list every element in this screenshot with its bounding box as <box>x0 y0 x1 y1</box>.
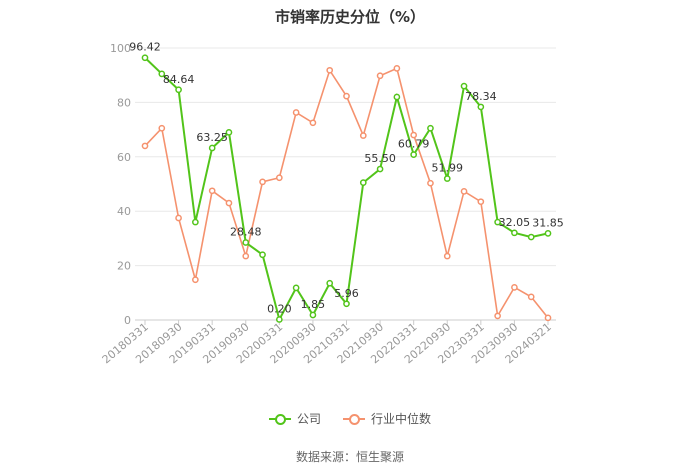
industry-median-point <box>326 66 334 74</box>
industry-median-point <box>410 131 418 139</box>
industry-median-point <box>376 72 384 80</box>
company-point <box>292 284 300 292</box>
legend-item-industry-median[interactable]: 行业中位数 <box>343 410 431 427</box>
company-point <box>158 70 166 78</box>
industry-median-point <box>225 199 233 207</box>
company-point <box>410 151 418 159</box>
industry-median-point <box>477 198 485 206</box>
industry-median-point <box>175 214 182 222</box>
data-label: 63.25 <box>196 131 228 144</box>
data-label: 78.34 <box>465 90 497 103</box>
company-point <box>225 128 233 136</box>
y-tick-label: 80 <box>117 96 131 109</box>
industry-median-point <box>460 187 468 195</box>
company-point <box>393 93 401 101</box>
company-point <box>141 54 149 62</box>
industry-median-point <box>527 293 535 301</box>
industry-median-point <box>494 312 501 320</box>
industry-median-point <box>427 179 434 187</box>
industry-median-point <box>393 65 401 72</box>
legend-company-label: 公司 <box>296 412 321 426</box>
company-point <box>511 229 518 237</box>
company-point <box>326 279 334 287</box>
company-point <box>208 144 216 152</box>
data-label: 31.85 <box>532 216 564 229</box>
industry-median-point <box>292 109 300 116</box>
industry-median-point <box>443 252 451 260</box>
industry-median-point <box>511 284 518 291</box>
legend-industry-marker-icon <box>343 413 365 425</box>
data-label: 0.20 <box>267 302 292 315</box>
data-label: 84.64 <box>163 73 195 86</box>
company-point <box>175 86 182 94</box>
industry-median-point <box>309 119 317 127</box>
legend-company-marker-icon <box>268 413 291 425</box>
legend-industry-label: 行业中位数 <box>371 412 432 426</box>
company-point <box>259 251 266 259</box>
y-tick-label: 100 <box>110 42 131 55</box>
company-point <box>359 179 367 186</box>
data-label: 60.79 <box>398 138 430 151</box>
industry-median-point <box>259 178 266 186</box>
company-point <box>376 165 384 173</box>
legend-item-company[interactable]: 公司 <box>268 410 321 427</box>
company-point <box>427 124 434 132</box>
industry-median-point <box>275 174 283 182</box>
series-line-industry-median <box>144 67 549 319</box>
data-label: 51.99 <box>432 162 464 175</box>
industry-median-point <box>544 314 552 322</box>
company-point <box>527 233 535 241</box>
company-point <box>494 218 501 226</box>
y-tick-label: 0 <box>124 314 131 327</box>
industry-median-point <box>242 252 250 260</box>
company-point <box>309 311 317 319</box>
company-point <box>242 239 250 246</box>
data-label: 28.48 <box>230 226 262 239</box>
data-label: 5.96 <box>334 287 359 300</box>
industry-median-point <box>192 276 199 284</box>
company-point <box>192 218 199 226</box>
chart-title: 市销率历史分位（%） <box>274 8 426 26</box>
y-tick-label: 40 <box>117 205 131 218</box>
company-point <box>275 316 283 323</box>
data-source-note: 数据来源：恒生聚源 <box>295 450 404 464</box>
company-point <box>544 230 552 237</box>
industry-median-point <box>343 92 350 100</box>
legend: 公司 行业中位数 <box>0 410 700 427</box>
industry-median-point <box>141 142 149 150</box>
y-tick-label: 60 <box>117 151 131 164</box>
company-point <box>460 82 468 90</box>
company-point <box>443 175 451 182</box>
company-point <box>343 300 350 308</box>
data-label: 55.50 <box>364 152 396 165</box>
data-label: 1.85 <box>301 298 326 311</box>
industry-median-point <box>158 124 166 132</box>
y-tick-label: 20 <box>117 260 131 273</box>
company-point <box>477 103 485 111</box>
data-label: 96.42 <box>129 41 161 54</box>
industry-median-point <box>208 187 216 195</box>
industry-median-point <box>359 132 367 139</box>
data-label: 32.05 <box>499 216 531 229</box>
